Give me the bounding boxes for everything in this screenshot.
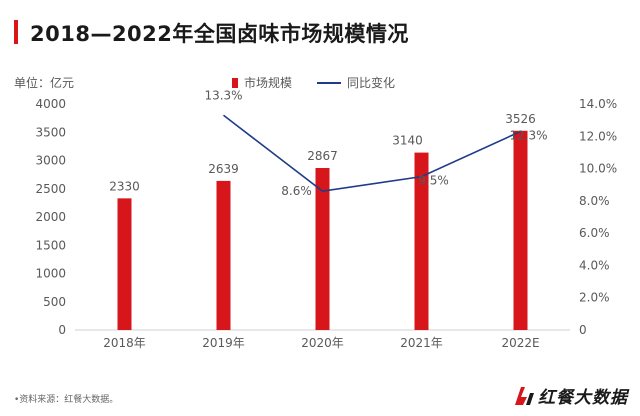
- bar: [216, 180, 231, 330]
- source-note: •资料来源：红餐大数据。: [14, 395, 119, 405]
- x-tick-label: 2022E: [501, 336, 539, 350]
- x-tick-label: 2021年: [400, 336, 443, 350]
- y-right-tick-label: 12.0%: [579, 129, 617, 143]
- legend-line-label: 同比变化: [347, 76, 396, 90]
- y-right-tick-label: 4.0%: [579, 258, 610, 272]
- line-value-label: 8.6%: [281, 184, 312, 198]
- unit-label: 单位：亿元: [14, 76, 75, 90]
- y-left-tick-label: 0: [58, 323, 66, 337]
- bar-value-label: 2867: [307, 149, 338, 163]
- bar-value-label: 3140: [392, 134, 423, 148]
- y-right-tick-label: 14.0%: [579, 97, 617, 111]
- y-right-tick-label: 6.0%: [579, 226, 610, 240]
- bar-value-label: 2330: [109, 179, 140, 193]
- bar: [315, 168, 330, 330]
- y-right-tick-label: 10.0%: [579, 162, 617, 176]
- legend-bar-label: 市场规模: [244, 76, 293, 90]
- legend-bar-item: 市场规模: [232, 74, 292, 91]
- line-value-label: 9.5%: [418, 174, 449, 188]
- legend-line-swatch: [317, 81, 341, 84]
- bar-value-label: 2639: [208, 162, 239, 176]
- bar: [513, 130, 528, 330]
- brand-logo: 红餐大数据: [512, 383, 628, 408]
- y-left-tick-label: 2000: [35, 210, 66, 224]
- y-left-tick-label: 3000: [35, 154, 66, 168]
- brand-logo-text: 红餐大数据: [538, 388, 628, 408]
- x-tick-label: 2019年: [202, 336, 245, 350]
- y-right-tick-label: 2.0%: [579, 291, 610, 305]
- y-left-tick-label: 1000: [35, 267, 66, 281]
- y-right-tick-label: 8.0%: [579, 194, 610, 208]
- y-left-tick-label: 4000: [35, 97, 66, 111]
- y-left-tick-label: 500: [43, 295, 66, 309]
- y-left-tick-label: 1500: [35, 238, 66, 252]
- line-value-label: 13.3%: [204, 88, 242, 102]
- chart-title: 2018—2022年全国卤味市场规模情况: [30, 22, 409, 46]
- y-left-tick-label: 3500: [35, 125, 66, 139]
- brand-mark-icon: [515, 386, 534, 405]
- legend-line-item: 同比变化: [317, 74, 395, 91]
- bar: [414, 152, 429, 330]
- bar: [117, 198, 132, 330]
- y-right-tick-label: 0: [579, 323, 587, 337]
- x-tick-label: 2018年: [103, 336, 146, 350]
- line-series: [223, 114, 521, 193]
- title-accent-bar: [14, 20, 18, 44]
- y-left-tick-label: 2500: [35, 182, 66, 196]
- legend-bar-swatch: [232, 77, 238, 88]
- bar-value-label: 3526: [505, 112, 536, 126]
- x-tick-label: 2020年: [301, 336, 344, 350]
- line-value-label: 12.3%: [509, 128, 547, 142]
